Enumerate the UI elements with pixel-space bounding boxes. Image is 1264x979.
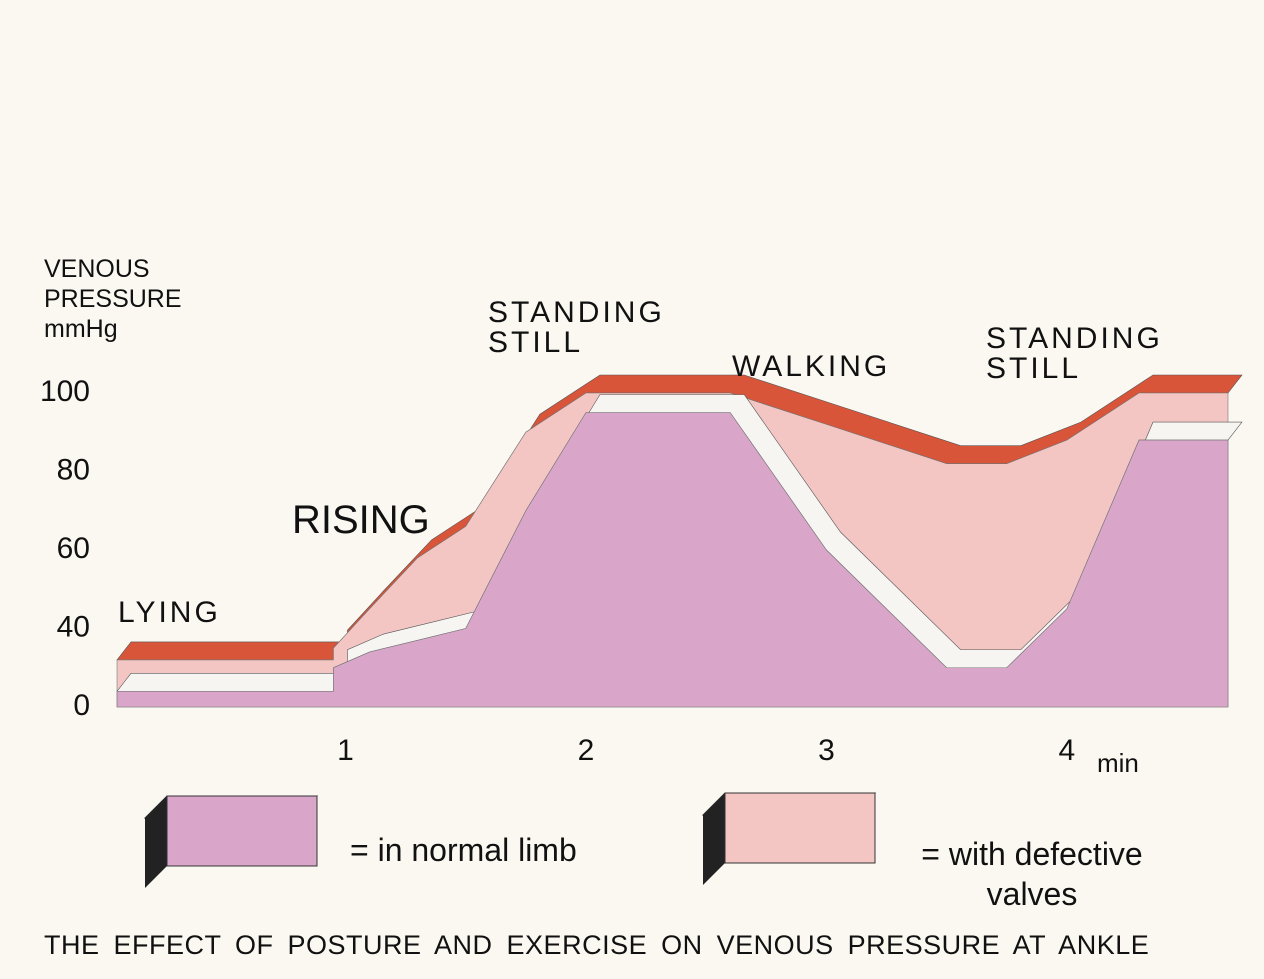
- x-unit: min: [1097, 748, 1139, 779]
- legend-swatch: [725, 793, 875, 863]
- legend-swatch-side: [145, 796, 167, 888]
- y-tick-label: 80: [57, 453, 90, 486]
- chart-title: THE EFFECT OF POSTURE AND EXERCISE ON VE…: [44, 930, 1234, 961]
- y-tick-label: 60: [57, 532, 90, 565]
- legend-label: = in normal limb: [350, 832, 577, 869]
- phase-label: STANDING STILL: [986, 324, 1196, 384]
- legend-label: = with defective valves: [912, 834, 1152, 914]
- legend-swatch: [167, 796, 317, 866]
- x-tick-label: 1: [337, 734, 354, 767]
- page: 0 40 60 80 100 1 2 3 4 VENOUS PRESSURE mmHg LYIN…: [0, 0, 1264, 979]
- phase-label: STANDING STILL: [488, 298, 698, 358]
- y-tick-label: 0: [73, 689, 90, 722]
- chart: 0 40 60 80 100 1 2 3 4: [0, 0, 1264, 979]
- legend-swatch-side: [703, 793, 725, 885]
- x-tick-label: 2: [578, 734, 595, 767]
- x-tick-label: 4: [1059, 734, 1076, 767]
- x-tick-label: 3: [818, 734, 835, 767]
- phase-label: LYING: [118, 598, 221, 628]
- y-axis-label: VENOUS PRESSURE mmHg: [44, 254, 214, 344]
- phase-label: WALKING: [732, 352, 890, 382]
- phase-label: RISING: [292, 498, 430, 543]
- y-tick-label: 40: [57, 610, 90, 643]
- y-tick-label: 100: [40, 375, 90, 408]
